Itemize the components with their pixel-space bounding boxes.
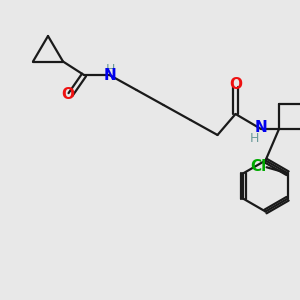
- Text: Cl: Cl: [250, 159, 266, 174]
- Text: N: N: [255, 120, 267, 135]
- Text: O: O: [61, 87, 74, 102]
- Text: H: H: [250, 131, 259, 145]
- Text: N: N: [104, 68, 116, 82]
- Text: H: H: [105, 63, 115, 76]
- Text: O: O: [229, 76, 242, 92]
